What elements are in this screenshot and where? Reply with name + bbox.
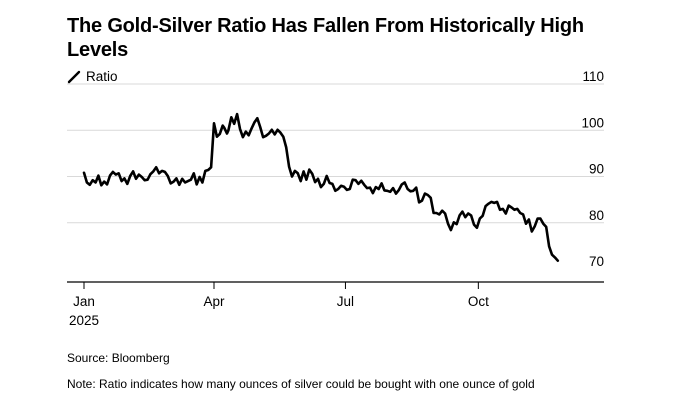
x-tick-label: Jan <box>73 294 95 309</box>
legend-line-icon <box>67 70 81 83</box>
x-tick-year-label: 2025 <box>69 313 99 328</box>
y-tick-label: 80 <box>589 208 604 223</box>
legend-label-ratio: Ratio <box>86 69 118 84</box>
x-tick-label: Jul <box>337 294 354 309</box>
y-tick-label: 70 <box>589 254 604 269</box>
x-axis-ticks: Jan 2025 Apr Jul Oct <box>69 282 489 328</box>
gridlines <box>67 83 604 224</box>
y-tick-label: 100 <box>581 115 604 130</box>
y-tick-label: 90 <box>589 162 604 177</box>
y-axis-ticks: 70 80 90 100 110 <box>581 69 604 269</box>
y-tick-label: 110 <box>582 69 604 84</box>
footnote: Note: Ratio indicates how many ounces of… <box>67 377 535 391</box>
chart-title: The Gold-Silver Ratio Has Fallen From Hi… <box>67 15 584 61</box>
source-note: Source: Bloomberg <box>67 351 170 365</box>
series-line-ratio <box>82 112 560 262</box>
x-tick-label: Apr <box>203 294 225 309</box>
x-tick-label: Oct <box>468 294 489 309</box>
chart-legend: Ratio <box>67 69 118 84</box>
